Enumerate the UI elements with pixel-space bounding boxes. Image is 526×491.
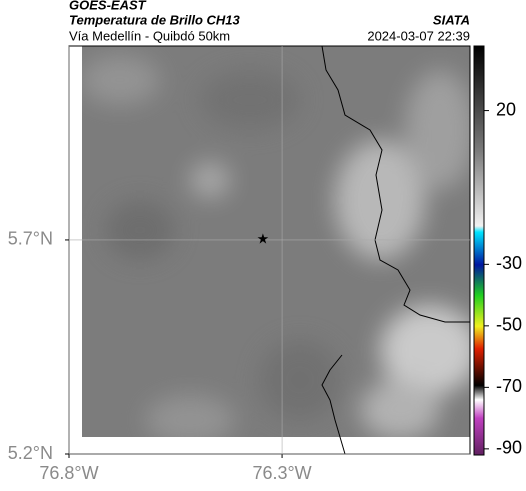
boundary [321,354,346,455]
colorbar-label: 20 [496,99,516,119]
colorbar [473,45,485,456]
satellite: GOES-EAST [69,0,147,12]
product: Temperatura de Brillo CH13 [69,12,241,27]
organization: SIATA [433,12,470,27]
boundary [321,45,470,323]
y-tick-label: 5.7°N [8,229,53,249]
colorbar-label: -30 [496,253,522,273]
colorbar-label: -50 [496,315,522,335]
region: Vía Medellín - Quibdó 50km [69,28,230,43]
x-tick-label: 76.3°W [252,463,311,483]
satellite-image [82,46,470,437]
colorbar-label: -70 [496,376,522,396]
y-tick-label: 5.2°N [8,443,53,463]
x-tick-label: 76.8°W [39,463,98,483]
datetime: 2024-03-07 22:39 [367,28,470,43]
colorbar-label: -90 [496,438,522,458]
location-marker: ★ [257,231,270,247]
